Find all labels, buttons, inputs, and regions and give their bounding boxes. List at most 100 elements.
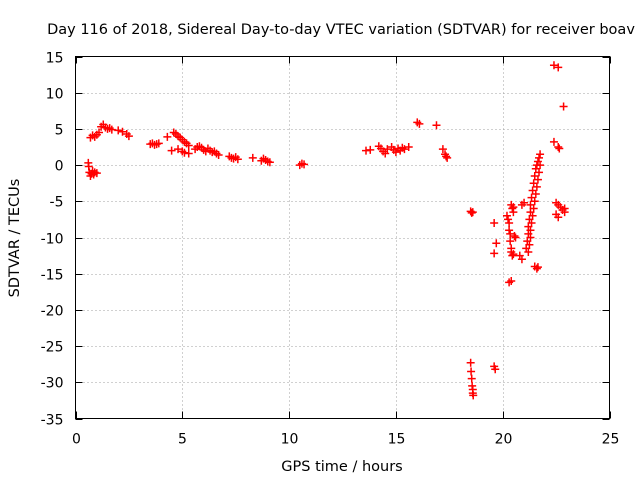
data-point: [526, 226, 535, 235]
axis-ticks: [75, 56, 611, 420]
data-point: [552, 210, 561, 219]
data-point: [509, 208, 518, 217]
data-point: [506, 229, 515, 238]
data-point: [555, 144, 564, 153]
data-point: [248, 153, 257, 162]
x-axis-title: GPS time / hours: [281, 459, 402, 475]
x-tick-label: 15: [388, 432, 406, 448]
data-point: [443, 153, 452, 162]
data-point: [300, 160, 309, 169]
plot-frame: [75, 56, 610, 419]
data-point: [468, 208, 477, 217]
y-tick-label: 5: [55, 123, 64, 139]
data-point: [491, 365, 500, 374]
data-point: [432, 121, 441, 130]
data-point: [154, 139, 163, 148]
x-tick-label: 20: [495, 432, 513, 448]
data-point: [528, 211, 537, 220]
data-point: [524, 247, 533, 256]
data-point: [114, 126, 123, 135]
data-point: [184, 141, 193, 150]
data-point: [233, 155, 242, 164]
data-point: [533, 175, 542, 184]
data-point: [511, 233, 520, 242]
y-tick-label: 0: [55, 159, 64, 175]
data-point: [505, 226, 514, 235]
data-point: [532, 182, 541, 191]
data-point: [118, 127, 127, 136]
data-point: [265, 158, 274, 167]
data-point: [167, 146, 176, 155]
data-point: [510, 232, 519, 241]
y-tick-labels: 15 10 5 0 -5 -10 -15 -20 -25 -30 -35: [41, 51, 64, 429]
data-point: [533, 263, 542, 272]
data-point: [502, 211, 511, 220]
chart-title: Day 116 of 2018, Sidereal Day-to-day VTE…: [47, 22, 635, 38]
x-tick-labels: 0 5 10 15 20 25: [72, 432, 619, 448]
data-point: [438, 145, 447, 154]
data-point: [184, 149, 193, 158]
data-point: [492, 239, 501, 248]
data-point: [517, 255, 526, 264]
data-point: [507, 276, 516, 285]
y-tick-label: -35: [41, 413, 64, 429]
data-point: [509, 250, 518, 259]
data-point: [535, 168, 544, 177]
y-axis-title: SDTVAR / TECUs: [7, 179, 23, 298]
data-point: [92, 169, 101, 178]
data-point: [560, 204, 569, 213]
data-point: [163, 132, 172, 141]
y-tick-label: -5: [50, 195, 64, 211]
data-point: [508, 251, 517, 260]
data-point: [536, 150, 545, 159]
data-point: [549, 61, 558, 70]
data-point: [94, 128, 103, 137]
data-points: [84, 61, 569, 400]
data-point: [520, 198, 529, 207]
data-point: [174, 145, 183, 154]
y-tick-label: -15: [41, 268, 64, 284]
data-point: [124, 132, 133, 141]
data-point: [508, 204, 517, 213]
data-point: [559, 102, 568, 111]
data-point: [530, 197, 539, 206]
data-point: [366, 145, 375, 154]
data-point: [526, 233, 535, 242]
data-point: [415, 119, 424, 128]
y-tick-label: -30: [41, 376, 64, 392]
data-point: [505, 219, 514, 228]
data-point: [490, 219, 499, 228]
data-point: [490, 249, 499, 258]
data-point: [381, 149, 390, 158]
data-point: [527, 219, 536, 228]
data-point: [214, 150, 223, 159]
data-point: [466, 358, 475, 367]
data-point: [549, 137, 558, 146]
data-point: [504, 215, 513, 224]
y-tick-label: -10: [41, 232, 64, 248]
data-point: [536, 161, 545, 170]
data-point: [469, 391, 478, 400]
y-tick-label: 15: [46, 51, 64, 67]
data-point: [442, 152, 451, 161]
data-point: [554, 143, 563, 151]
data-point: [467, 374, 476, 383]
y-tick-label: -25: [41, 340, 64, 356]
x-tick-label: 10: [281, 432, 299, 448]
data-point: [532, 264, 541, 273]
data-point: [506, 237, 515, 246]
data-point: [529, 204, 538, 213]
data-point: [404, 143, 413, 151]
data-point: [467, 367, 476, 376]
data-point: [531, 190, 540, 199]
y-tick-label: 10: [46, 87, 64, 103]
grid-lines: [75, 56, 610, 419]
data-point: [400, 145, 409, 154]
x-tick-label: 0: [72, 432, 81, 448]
x-tick-label: 5: [178, 432, 187, 448]
y-tick-label: -20: [41, 304, 64, 320]
data-point: [554, 63, 563, 72]
x-tick-label: 25: [602, 432, 620, 448]
data-point: [535, 153, 544, 162]
